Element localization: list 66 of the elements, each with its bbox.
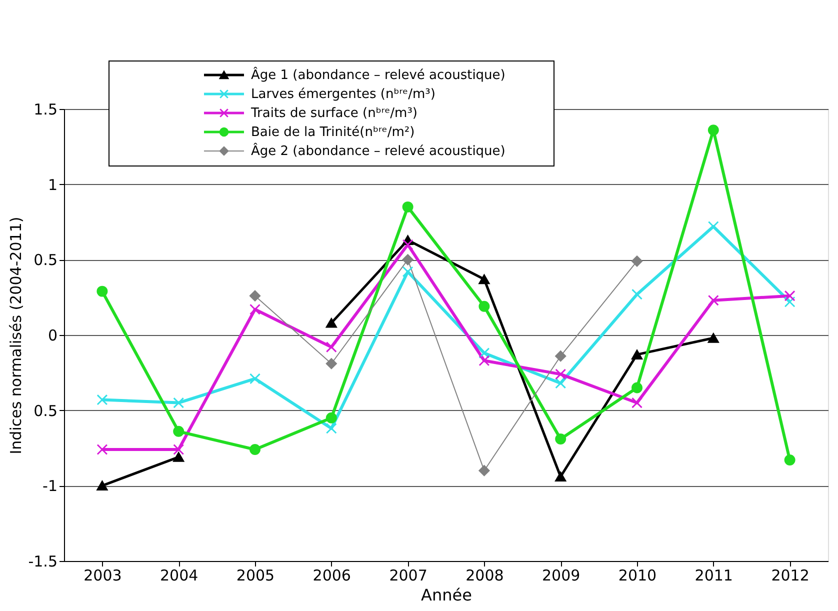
y-tick-label: 0.5 [34,251,58,270]
point [478,355,490,366]
point [173,452,184,462]
point [402,239,414,250]
y-tick-label: -1 [42,477,58,496]
point [326,318,337,328]
y-tick-label: 1.5 [34,100,58,118]
point [555,378,566,389]
y-tick-label: 0.5 [34,402,58,420]
point [708,294,719,306]
point [96,444,108,455]
point [555,433,566,444]
x-tick-label: 2009 [542,566,580,584]
legend-label: Âge 2 (abondance – relevé acoustique) [251,142,506,159]
point [478,300,490,312]
x-tick-label: 2005 [236,566,275,584]
x-tick-label: 2007 [389,566,428,584]
point [708,333,719,343]
y-tick-label: 0 [48,326,58,344]
x-tick-label: 2004 [160,566,198,584]
legend-label: Baie de la Trinité(nᵇʳᵉ/m²) [251,125,415,140]
point [478,348,490,359]
x-tick-label: 2008 [466,566,504,584]
point [326,342,337,353]
point [784,454,796,466]
point [250,290,260,302]
point [708,124,719,136]
x-axis-title: Année [421,586,472,604]
point [326,358,337,370]
legend-label: Âge 1 (abondance – relevé acoustique) [251,66,506,83]
legend-label: Traits de surface (nᵇʳᵉ/m³) [250,106,418,121]
point [632,288,642,300]
point [478,465,490,476]
point [326,412,337,424]
point [632,256,642,267]
x-tick-label: 2011 [694,566,733,584]
point [96,480,108,491]
point [478,274,490,284]
point [402,254,414,266]
y-axis-title: Indices normalisés (2004-2011) [7,216,26,454]
x-tick-label: 2010 [618,566,657,584]
point [402,266,414,278]
point [555,350,566,362]
point [632,350,642,360]
y-tick-label: -1.5 [28,552,58,570]
point [250,444,260,455]
point [326,422,337,434]
point [402,201,414,212]
point [555,472,566,482]
point [96,394,108,406]
legend-label: Larves émergentes (nᵇʳᵉ/m³) [251,87,436,102]
point [250,304,260,315]
point [96,286,108,297]
point [784,296,796,308]
point [173,397,184,408]
point [632,382,642,394]
point [250,373,260,384]
point [173,444,184,455]
point [173,426,184,437]
point [632,397,642,408]
y-tick-label: 1 [48,176,58,194]
x-tick-label: 2003 [84,566,122,584]
point [784,290,796,302]
x-tick-label: 2006 [312,566,351,584]
x-tick-label: 2012 [771,566,810,584]
point [555,368,566,380]
